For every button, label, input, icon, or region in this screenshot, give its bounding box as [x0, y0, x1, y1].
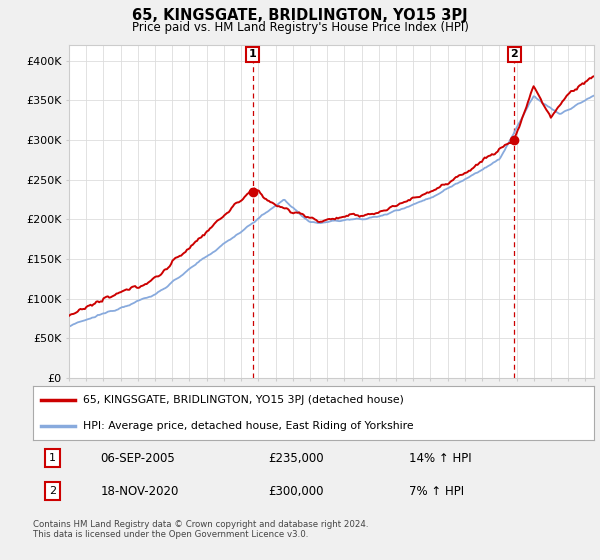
Text: HPI: Average price, detached house, East Riding of Yorkshire: HPI: Average price, detached house, East…: [83, 421, 414, 431]
Text: Contains HM Land Registry data © Crown copyright and database right 2024.
This d: Contains HM Land Registry data © Crown c…: [33, 520, 368, 539]
Text: 18-NOV-2020: 18-NOV-2020: [100, 484, 179, 498]
Text: £300,000: £300,000: [269, 484, 324, 498]
Text: 14% ↑ HPI: 14% ↑ HPI: [409, 451, 472, 465]
Text: Price paid vs. HM Land Registry's House Price Index (HPI): Price paid vs. HM Land Registry's House …: [131, 21, 469, 34]
Text: 65, KINGSGATE, BRIDLINGTON, YO15 3PJ: 65, KINGSGATE, BRIDLINGTON, YO15 3PJ: [132, 8, 468, 24]
Text: 2: 2: [49, 486, 56, 496]
Text: 7% ↑ HPI: 7% ↑ HPI: [409, 484, 464, 498]
Text: 65, KINGSGATE, BRIDLINGTON, YO15 3PJ (detached house): 65, KINGSGATE, BRIDLINGTON, YO15 3PJ (de…: [83, 395, 404, 405]
Text: 1: 1: [249, 49, 257, 59]
Text: 1: 1: [49, 453, 56, 463]
Text: £235,000: £235,000: [269, 451, 324, 465]
Text: 06-SEP-2005: 06-SEP-2005: [100, 451, 175, 465]
Text: 2: 2: [511, 49, 518, 59]
